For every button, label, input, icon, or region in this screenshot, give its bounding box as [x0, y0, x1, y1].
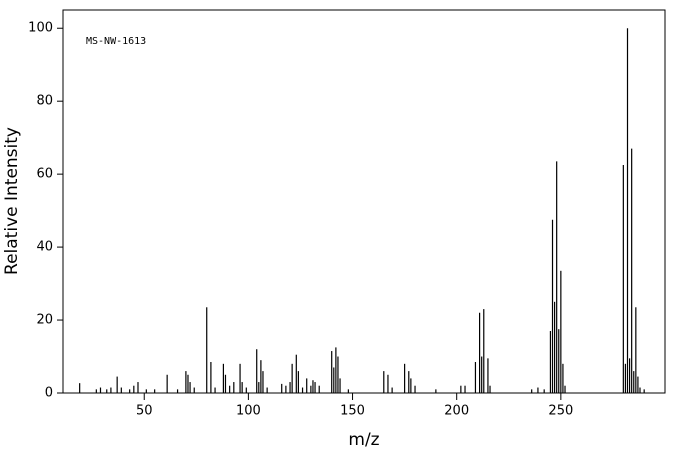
x-tick-label: 50	[136, 404, 153, 419]
y-tick-label: 0	[45, 386, 53, 401]
y-tick-label: 20	[36, 313, 53, 328]
x-tick-label: 250	[548, 404, 573, 419]
y-tick-label: 80	[36, 94, 53, 109]
plot-frame	[62, 9, 666, 394]
x-tick-label: 200	[444, 404, 469, 419]
y-tick-label: 60	[36, 167, 53, 182]
y-tick-label: 40	[36, 240, 53, 255]
y-axis-label: Relative Intensity	[2, 127, 22, 275]
x-tick-label: 100	[236, 404, 261, 419]
annotation: MS-NW-1613	[86, 36, 146, 47]
x-tick-label: 150	[340, 404, 365, 419]
y-tick-label: 100	[28, 21, 53, 36]
x-axis-label: m/z	[348, 430, 379, 450]
